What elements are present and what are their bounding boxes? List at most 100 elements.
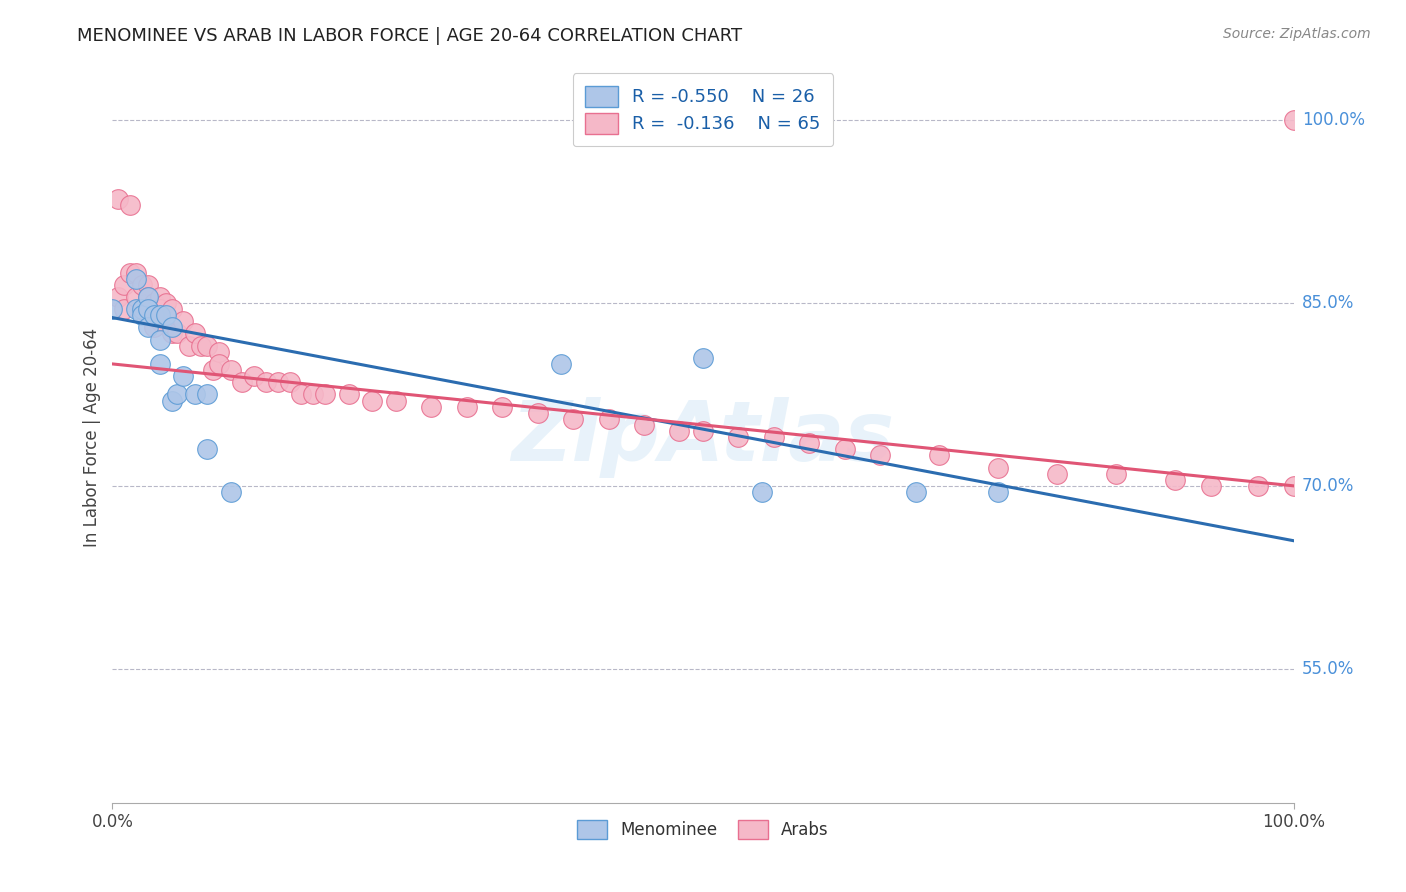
Point <box>195 387 218 401</box>
Text: 55.0%: 55.0% <box>1302 660 1354 678</box>
Point <box>120 198 142 212</box>
Point <box>491 400 513 414</box>
Point <box>987 485 1010 500</box>
Point <box>361 393 384 408</box>
Point <box>243 369 266 384</box>
Point <box>195 442 218 457</box>
Point <box>562 412 585 426</box>
Point <box>420 400 443 414</box>
Point <box>160 320 183 334</box>
Point <box>278 376 301 390</box>
Point <box>987 460 1010 475</box>
Point <box>166 326 188 341</box>
Point <box>314 387 336 401</box>
Point <box>179 339 201 353</box>
Point <box>172 369 194 384</box>
Point <box>142 308 165 322</box>
Point <box>254 376 277 390</box>
Point <box>456 400 478 414</box>
Point <box>125 265 148 279</box>
Point <box>668 424 690 438</box>
Point <box>869 449 891 463</box>
Point <box>928 449 950 463</box>
Point <box>136 308 159 322</box>
Text: 70.0%: 70.0% <box>1302 477 1354 495</box>
Point <box>107 192 129 206</box>
Point <box>125 271 148 285</box>
Point <box>149 290 172 304</box>
Point <box>195 339 218 353</box>
Point <box>550 357 572 371</box>
Point <box>727 430 749 444</box>
Point <box>692 424 714 438</box>
Point <box>190 339 212 353</box>
Point <box>219 363 242 377</box>
Point <box>1164 473 1187 487</box>
Point <box>231 376 253 390</box>
Point <box>184 387 207 401</box>
Point <box>112 301 135 317</box>
Point <box>762 430 785 444</box>
Point <box>208 344 231 359</box>
Point <box>166 387 188 401</box>
Point <box>149 301 172 317</box>
Point <box>136 320 159 334</box>
Point <box>155 308 177 322</box>
Point <box>149 357 172 371</box>
Point <box>131 277 153 292</box>
Point <box>201 363 224 377</box>
Text: ZipAtlas: ZipAtlas <box>512 397 894 477</box>
Point <box>1282 113 1305 128</box>
Point <box>1199 479 1222 493</box>
Point <box>149 333 172 347</box>
Point <box>1105 467 1128 481</box>
Point <box>302 387 325 401</box>
Point <box>101 301 124 317</box>
Point <box>120 265 142 279</box>
Point <box>1282 479 1305 493</box>
Point <box>136 290 159 304</box>
Point <box>834 442 856 457</box>
Point <box>267 376 290 390</box>
Point <box>160 326 183 341</box>
Point <box>112 277 135 292</box>
Point <box>751 485 773 500</box>
Point <box>136 290 159 304</box>
Point <box>131 308 153 322</box>
Point <box>125 301 148 317</box>
Point <box>160 301 183 317</box>
Legend: Menominee, Arabs: Menominee, Arabs <box>571 814 835 846</box>
Point <box>136 301 159 317</box>
Point <box>692 351 714 365</box>
Text: Source: ZipAtlas.com: Source: ZipAtlas.com <box>1223 27 1371 41</box>
Point <box>184 326 207 341</box>
Point <box>1247 479 1270 493</box>
Point <box>131 301 153 317</box>
Point <box>799 436 821 450</box>
Point <box>142 320 165 334</box>
Point <box>633 417 655 432</box>
Point <box>155 296 177 310</box>
Point <box>149 308 172 322</box>
Point <box>160 393 183 408</box>
Point <box>219 485 242 500</box>
Point <box>136 277 159 292</box>
Point <box>1046 467 1069 481</box>
Point <box>172 314 194 328</box>
Point <box>107 290 129 304</box>
Text: 85.0%: 85.0% <box>1302 294 1354 312</box>
Point <box>385 393 408 408</box>
Point <box>290 387 312 401</box>
Point <box>208 357 231 371</box>
Point <box>142 296 165 310</box>
Text: 100.0%: 100.0% <box>1302 112 1365 129</box>
Point <box>526 406 548 420</box>
Text: MENOMINEE VS ARAB IN LABOR FORCE | AGE 20-64 CORRELATION CHART: MENOMINEE VS ARAB IN LABOR FORCE | AGE 2… <box>77 27 742 45</box>
Y-axis label: In Labor Force | Age 20-64: In Labor Force | Age 20-64 <box>83 327 101 547</box>
Point <box>904 485 927 500</box>
Point <box>598 412 620 426</box>
Point <box>125 290 148 304</box>
Point <box>337 387 360 401</box>
Point <box>131 301 153 317</box>
Point <box>149 314 172 328</box>
